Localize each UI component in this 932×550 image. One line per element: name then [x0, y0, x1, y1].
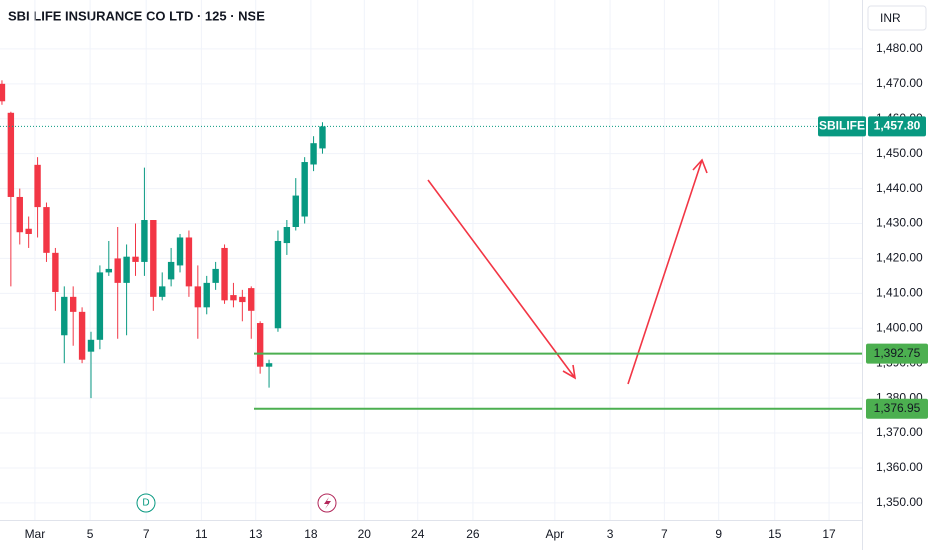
x-tick-label: Mar: [25, 527, 46, 541]
x-tick-label: 20: [358, 527, 372, 541]
candle-body: [78, 311, 86, 360]
x-tick-label: 5: [87, 527, 94, 541]
candle-body: [301, 162, 308, 217]
x-tick-label: Apr: [545, 527, 564, 541]
x-tick-label: 13: [249, 527, 263, 541]
level-label: 1,392.75: [874, 346, 921, 360]
x-tick-label: 7: [661, 527, 668, 541]
candle-body: [212, 268, 219, 283]
x-tick-label: 18: [304, 527, 318, 541]
candle-body: [123, 256, 130, 283]
candle-body: [69, 296, 77, 312]
candle-body: [34, 164, 41, 208]
candle-body: [248, 288, 255, 311]
currency[interactable]: INR: [880, 11, 901, 25]
candle-body: [185, 237, 193, 287]
arrow-up: [627, 158, 708, 385]
y-tick-label: 1,440.00: [876, 181, 923, 195]
candle-body: [203, 282, 210, 308]
y-tick-label: 1,470.00: [876, 76, 923, 90]
y-tick-label: 1,350.00: [876, 495, 923, 509]
level-tag: [866, 398, 928, 419]
candle-body: [265, 363, 273, 367]
candle-body: [7, 112, 15, 197]
arrow-down: [427, 179, 577, 380]
candle-body: [283, 226, 291, 244]
y-tick-label: 1,400.00: [876, 320, 923, 334]
symbol-name: SBILIFE: [819, 119, 865, 133]
candle-body: [167, 261, 175, 280]
level-tag: [866, 343, 928, 364]
candle-body: [221, 247, 228, 301]
price-label: 1,457.80: [874, 119, 921, 133]
candle-body: [25, 228, 32, 234]
chart-title: SBI LIFE INSURANCE CO LTD · 125 · NSE: [8, 8, 265, 23]
currency-box[interactable]: [867, 5, 927, 31]
candle-body: [141, 220, 148, 262]
candle-body: [105, 268, 112, 273]
candle-body: [239, 296, 246, 303]
candle-body: [16, 196, 23, 233]
candle-body: [96, 272, 104, 340]
dividend-letter[interactable]: D: [142, 498, 149, 509]
x-tick-label: 7: [143, 527, 150, 541]
x-tick-label: 24: [411, 527, 425, 541]
event-bolt: [324, 497, 331, 509]
y-tick-label: 1,410.00: [876, 286, 923, 300]
candle-body: [87, 339, 95, 352]
candle-body: [176, 237, 184, 266]
candle-body: [319, 126, 326, 149]
candle-body: [0, 83, 6, 102]
y-tick-label: 1,370.00: [876, 425, 923, 439]
candle-body: [114, 258, 121, 283]
x-tick-label: 26: [466, 527, 480, 541]
x-tick-label: 15: [768, 527, 782, 541]
x-tick-label: 17: [822, 527, 836, 541]
y-tick-label: 1,420.00: [876, 251, 923, 265]
candle-body: [310, 143, 317, 165]
candle-body: [52, 252, 59, 292]
y-tick-label: 1,450.00: [876, 146, 923, 160]
y-tick-label: 1,480.00: [876, 41, 923, 55]
candle-body: [132, 256, 139, 262]
candle-body: [43, 207, 50, 253]
dividend-icon[interactable]: [136, 493, 156, 513]
candle-body: [61, 296, 68, 336]
candle-body: [194, 286, 202, 308]
x-tick-label: 9: [715, 527, 722, 541]
candle-body: [150, 220, 157, 297]
symbol-tag: [818, 116, 866, 137]
y-tick-label: 1,430.00: [876, 216, 923, 230]
level-label: 1,376.95: [874, 401, 921, 415]
x-tick-label: 11: [195, 527, 208, 541]
x-tick-label: 3: [607, 527, 614, 541]
candle-body: [274, 240, 282, 329]
candle-body: [256, 323, 264, 367]
y-tick-label: 1,360.00: [876, 460, 923, 474]
drawn-arrows: [427, 158, 708, 385]
event-icons: D: [136, 493, 337, 513]
candle-body: [230, 295, 237, 301]
price-tag: [868, 116, 926, 137]
candle-body: [292, 195, 299, 227]
candle-body: [159, 286, 166, 297]
